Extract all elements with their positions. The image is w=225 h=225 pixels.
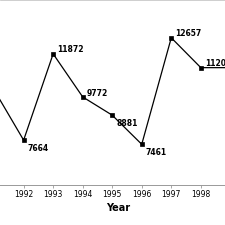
- Text: 11200: 11200: [205, 59, 225, 68]
- Text: 7461: 7461: [146, 148, 167, 157]
- Text: 11872: 11872: [57, 45, 84, 54]
- Text: 10117: 10117: [0, 224, 1, 225]
- Text: 12657: 12657: [176, 29, 202, 38]
- Text: 8881: 8881: [116, 119, 138, 128]
- Text: 7664: 7664: [28, 144, 49, 153]
- Text: 9772: 9772: [87, 88, 108, 97]
- X-axis label: Year: Year: [106, 203, 130, 213]
